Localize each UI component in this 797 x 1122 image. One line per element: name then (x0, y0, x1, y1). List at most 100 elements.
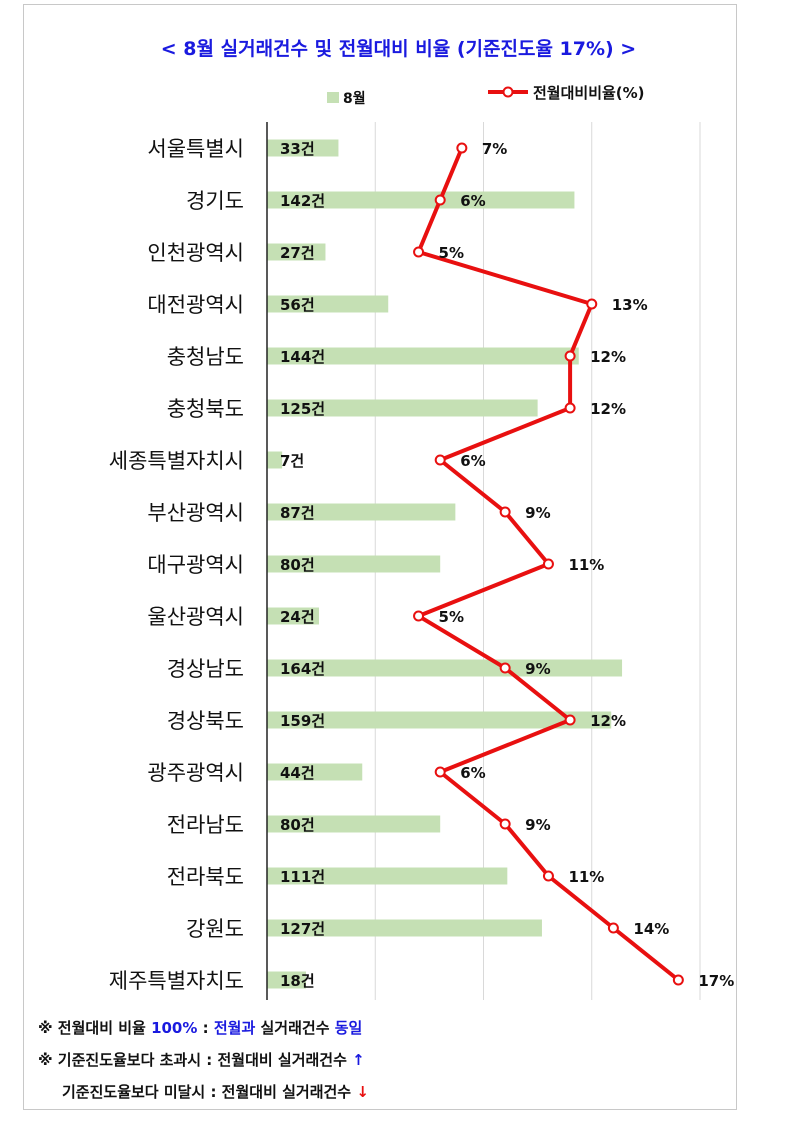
line-point (434, 194, 446, 206)
line-data-label: 12% (590, 400, 626, 418)
bar-data-label: 159건 (280, 712, 325, 730)
line-point (499, 506, 511, 518)
bar (267, 971, 306, 989)
line-point (564, 714, 576, 726)
bar (267, 243, 326, 261)
category-label: 인천광역시 (147, 241, 244, 265)
line-point (586, 298, 598, 310)
note-2: ※ 기준진도율보다 초과시 : 전월대비 실거래건수 ↑ (38, 1048, 369, 1080)
note-2-text: ※ 기준진도율보다 초과시 : 전월대비 실거래건수 (38, 1051, 353, 1069)
line-data-label: 12% (590, 348, 626, 366)
line-data-label: 6% (460, 192, 485, 210)
line-point (499, 818, 511, 830)
line-point (434, 454, 446, 466)
category-label: 강원도 (186, 917, 244, 941)
bar (267, 295, 389, 313)
line-data-label: 6% (460, 764, 485, 782)
category-label: 대구광역시 (147, 553, 244, 577)
bar-data-label: 80건 (280, 816, 315, 834)
note-1-percent: 100% (151, 1019, 198, 1037)
line-point (413, 610, 425, 622)
category-label: 부산광역시 (147, 501, 244, 525)
bar-data-label: 142건 (280, 192, 325, 210)
bar (267, 815, 441, 833)
note-1-middle: 실거래건수 (255, 1019, 335, 1037)
bar-data-label: 87건 (280, 504, 315, 522)
bar-data-label: 111건 (280, 868, 325, 886)
bar-data-label: 7건 (280, 452, 304, 470)
legend-bar-swatch (327, 92, 339, 103)
bar (267, 503, 456, 521)
line-point (542, 870, 554, 882)
category-label: 경기도 (186, 189, 244, 213)
note-1-colon: : (197, 1019, 214, 1037)
category-label: 전라남도 (167, 813, 244, 837)
line-data-label: 12% (590, 712, 626, 730)
bar-data-label: 44건 (280, 764, 315, 782)
line-data-label: 5% (439, 608, 464, 626)
bar (267, 763, 363, 781)
line-point (564, 402, 576, 414)
line-data-label: 11% (568, 868, 604, 886)
bar-data-label: 80건 (280, 556, 315, 574)
legend-line-label: 전월대비비율(%) (533, 84, 645, 102)
bar-data-label: 18건 (280, 972, 315, 990)
bar (267, 711, 612, 729)
line-point (607, 922, 619, 934)
category-label: 제주특별자치도 (109, 969, 244, 993)
up-arrow-icon: ↑ (352, 1051, 365, 1069)
bar (267, 399, 538, 417)
category-label: 서울특별시 (147, 137, 244, 161)
category-label: 경상남도 (167, 657, 244, 681)
bar-data-label: 33건 (280, 140, 315, 158)
line-point (564, 350, 576, 362)
line-data-label: 7% (482, 140, 507, 158)
note-3-text: 기준진도율보다 미달시 : 전월대비 실거래건수 (62, 1083, 357, 1101)
line-point (672, 974, 684, 986)
category-label: 경상북도 (167, 709, 244, 733)
down-arrow-icon: ↓ (356, 1083, 369, 1101)
category-label: 울산광역시 (147, 605, 244, 629)
bar (267, 191, 575, 209)
bar (267, 139, 339, 157)
note-1-prefix: ※ 전월대비 비율 (38, 1019, 152, 1037)
line-point (542, 558, 554, 570)
bar (267, 555, 441, 573)
line-data-label: 9% (525, 504, 550, 522)
bar (267, 659, 623, 677)
bar-data-label: 127건 (280, 920, 325, 938)
line-data-label: 11% (568, 556, 604, 574)
bar-data-label: 56건 (280, 296, 315, 314)
bar-data-label: 144건 (280, 348, 325, 366)
line-data-label: 9% (525, 660, 550, 678)
note-1-prev-month: 전월과 (213, 1019, 256, 1037)
bar-data-label: 125건 (280, 400, 325, 418)
bar-data-label: 24건 (280, 608, 315, 626)
bar (267, 451, 283, 469)
line-data-label: 17% (698, 972, 734, 990)
category-label: 광주광역시 (147, 761, 244, 785)
line-point (456, 142, 468, 154)
bar (267, 867, 508, 885)
line-data-label: 5% (439, 244, 464, 262)
note-3: 기준진도율보다 미달시 : 전월대비 실거래건수 ↓ (38, 1080, 369, 1112)
bar-data-label: 164건 (280, 660, 325, 678)
line-point (413, 246, 425, 258)
bar (267, 607, 319, 625)
bar-data-label: 27건 (280, 244, 315, 262)
line-data-label: 9% (525, 816, 550, 834)
legend-line-marker (502, 86, 514, 98)
bar (267, 919, 542, 937)
line-data-label: 6% (460, 452, 485, 470)
legend-bar-label: 8월 (343, 90, 366, 107)
category-label: 세종특별자치시 (109, 449, 244, 473)
category-label: 충청남도 (167, 345, 244, 369)
line-data-label: 14% (633, 920, 669, 938)
note-1: ※ 전월대비 비율 100% : 전월과 실거래건수 동일 (38, 1016, 369, 1048)
footnotes: ※ 전월대비 비율 100% : 전월과 실거래건수 동일 ※ 기준진도율보다 … (38, 1016, 369, 1112)
category-label: 전라북도 (167, 865, 244, 889)
category-label: 충청북도 (167, 397, 244, 421)
line-point (434, 766, 446, 778)
chart-title: < 8월 실거래건수 및 전월대비 비율 (기준진도율 17%) > (160, 38, 637, 60)
